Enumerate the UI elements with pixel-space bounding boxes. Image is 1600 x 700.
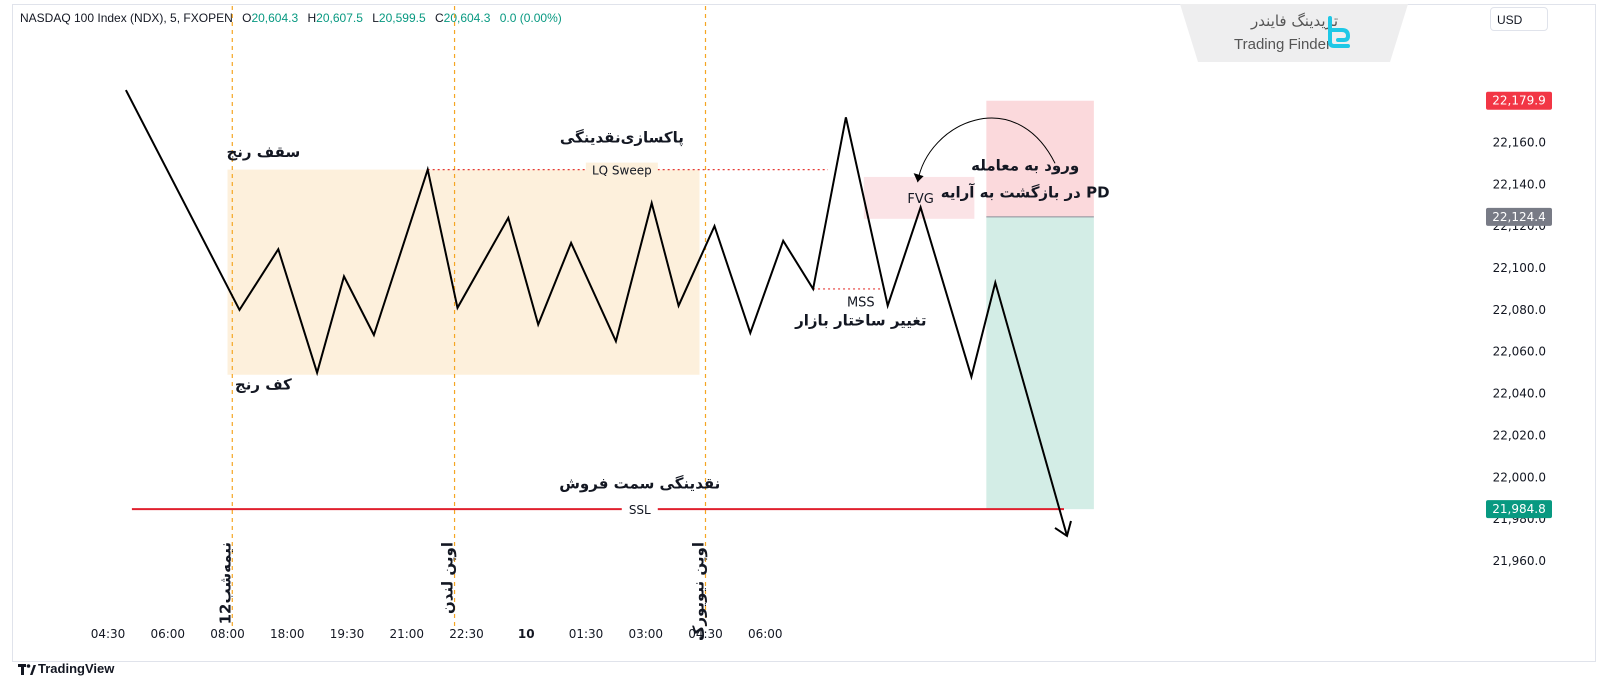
mss-fa-label: تغییر ساختار بازار	[794, 311, 926, 329]
close-key: C	[434, 11, 444, 25]
price-tag-label-stop: 21,984.8	[1492, 502, 1545, 516]
x-tick-label-11: 06:00	[748, 627, 783, 641]
ssl-label: SSL	[629, 503, 651, 517]
x-tick-label-0: 04:30	[91, 627, 126, 641]
entry-note-line1: ورود به معامله	[971, 156, 1079, 174]
session-label-2: اوپن نیویورک	[690, 542, 709, 641]
entry-callout-arrowhead	[913, 173, 924, 183]
entry-note-line2: در بازگشت به آرایه PD	[941, 184, 1110, 202]
x-tick-label-1: 06:00	[150, 627, 185, 641]
open-value: 20,604.3	[251, 11, 299, 25]
position-upper-zone	[986, 100, 1094, 217]
tradingview-logo-icon	[18, 663, 36, 679]
high-value: 20,607.5	[316, 11, 363, 25]
session-label-1: اوپن لندن	[439, 542, 458, 614]
y-tick-label-9: 22,140.0	[1493, 177, 1546, 191]
change-value: 0.0 (0.00%)	[499, 11, 562, 25]
y-tick-label-6: 22,080.0	[1493, 303, 1546, 317]
lq-sweep-label-bg	[585, 162, 658, 177]
ssl-label-bg	[621, 502, 658, 517]
y-tick-label-0: 21,960.0	[1493, 554, 1546, 568]
logo-text-en: Trading Finder	[1234, 36, 1331, 53]
position-lower-zone	[986, 216, 1094, 510]
price-tag-target	[1486, 91, 1552, 110]
y-tick-label-2: 22,000.0	[1493, 470, 1546, 484]
price-tag-label-target: 22,179.9	[1492, 94, 1545, 108]
chart-border	[12, 4, 1596, 662]
x-tick-label-10: 04:30	[688, 627, 723, 641]
lq-sweep-label: LQ Sweep	[592, 164, 652, 178]
instrument-title: NASDAQ 100 Index (NDX), 5, FXOPEN	[20, 11, 233, 25]
price-path-arrowhead	[1054, 520, 1072, 538]
entry-callout-arrow	[917, 117, 1056, 183]
y-tick-label-4: 22,040.0	[1493, 387, 1546, 401]
symbol-header[interactable]: NASDAQ 100 Index (NDX), 5, FXOPEN O20,60…	[20, 11, 562, 25]
fvg-label: FVG	[907, 192, 933, 207]
trading-finder-logo: تریدینگ فایندر Trading Finder	[1180, 4, 1408, 62]
ssl-fa-label: نقدینگی سمت فروش	[559, 475, 720, 493]
open-key: O	[242, 11, 252, 25]
x-tick-label-3: 18:00	[270, 627, 305, 641]
range-bottom-label: کف رنج	[235, 375, 292, 393]
x-tick-label-7: 10	[518, 627, 535, 641]
trading-finder-logo-icon	[1328, 16, 1351, 48]
range-top-label: سقف رنج	[226, 143, 300, 161]
high-key: H	[307, 11, 317, 25]
close-value: 20,604.3	[443, 11, 491, 25]
x-tick-label-8: 01:30	[569, 627, 604, 641]
mss-label: MSS	[847, 295, 875, 310]
logo-text-fa: تریدینگ فایندر	[1251, 12, 1338, 30]
y-tick-label-7: 22,100.0	[1493, 261, 1546, 275]
y-tick-label-5: 22,060.0	[1493, 345, 1546, 359]
x-tick-label-4: 19:30	[330, 627, 365, 641]
price-tag-entry	[1486, 207, 1552, 226]
session-label-0: 12نیمه‌شب	[216, 542, 234, 624]
range-zone	[227, 169, 700, 375]
currency-button[interactable]: USD	[1490, 7, 1548, 31]
y-tick-label-3: 22,020.0	[1493, 428, 1546, 442]
logo-backdrop	[1180, 4, 1408, 62]
tradingview-label: TradingView	[38, 661, 115, 676]
price-tag-label-entry: 22,124.4	[1492, 210, 1545, 224]
x-tick-label-9: 03:00	[628, 627, 663, 641]
x-tick-label-2: 08:00	[210, 627, 245, 641]
price-path-line	[125, 89, 1068, 537]
low-value: 20,599.5	[378, 11, 426, 25]
lq-sweep-fa-label: پاکسازی‌نقدینگی	[560, 128, 684, 147]
x-tick-label-5: 21:00	[389, 627, 424, 641]
low-key: L	[372, 11, 379, 25]
y-tick-label-10: 22,160.0	[1493, 135, 1546, 149]
x-tick-label-6: 22:30	[449, 627, 484, 641]
price-tag-stop	[1486, 500, 1552, 519]
